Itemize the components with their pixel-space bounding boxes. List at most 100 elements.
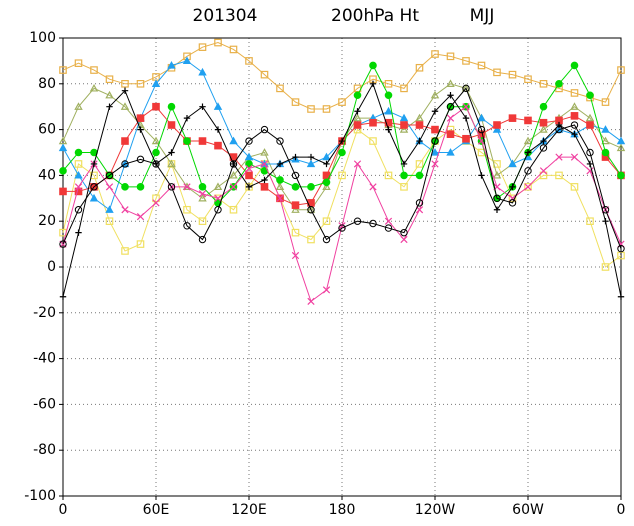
marker (508, 114, 517, 122)
marker (338, 148, 346, 157)
title-part: 200hPa Ht (331, 6, 419, 26)
marker (307, 297, 315, 305)
marker (199, 103, 206, 110)
marker (431, 50, 439, 58)
marker (291, 98, 300, 106)
marker (431, 160, 439, 168)
marker (431, 108, 439, 115)
marker (121, 137, 129, 145)
marker (353, 160, 362, 168)
marker (291, 171, 300, 180)
marker (354, 108, 361, 115)
marker (384, 79, 393, 88)
marker (601, 98, 610, 106)
marker (570, 183, 579, 191)
marker (462, 114, 470, 122)
marker (167, 183, 176, 191)
marker (539, 144, 548, 152)
marker (400, 160, 408, 168)
marker (229, 45, 238, 54)
marker (416, 137, 423, 145)
marker (214, 206, 222, 214)
marker (198, 67, 207, 76)
marker (369, 137, 377, 145)
marker (617, 244, 625, 253)
marker (385, 126, 392, 133)
marker (213, 182, 223, 191)
marker (338, 137, 346, 145)
marker (415, 160, 424, 168)
marker (276, 160, 284, 168)
marker (245, 137, 253, 145)
marker (74, 160, 83, 168)
marker (167, 159, 176, 168)
marker (322, 178, 331, 187)
marker (462, 134, 470, 143)
marker (183, 114, 191, 122)
marker (151, 136, 161, 145)
marker (555, 80, 563, 88)
marker (477, 61, 486, 70)
marker (214, 126, 222, 133)
marker (74, 170, 83, 179)
marker (292, 153, 299, 161)
marker (59, 293, 67, 300)
marker (167, 102, 176, 111)
marker (121, 87, 129, 94)
marker (477, 113, 486, 122)
marker (369, 183, 377, 191)
marker (616, 143, 626, 152)
marker (121, 247, 129, 255)
marker (244, 152, 254, 161)
y-tick-label: -40 (33, 351, 56, 367)
marker (493, 206, 501, 213)
marker (198, 183, 207, 191)
marker (121, 160, 129, 168)
marker (307, 105, 315, 113)
marker (461, 83, 471, 92)
marker (446, 130, 455, 138)
marker (617, 66, 625, 74)
marker (400, 183, 408, 191)
marker (430, 148, 440, 156)
marker (570, 61, 579, 70)
marker (260, 183, 269, 191)
marker (462, 84, 470, 93)
marker (555, 121, 563, 129)
marker (571, 130, 578, 138)
marker (245, 183, 253, 191)
x-tick-label: 180 (329, 502, 356, 518)
marker (384, 106, 393, 115)
marker (137, 126, 144, 133)
marker (446, 52, 455, 61)
marker (478, 172, 485, 179)
marker (492, 125, 502, 133)
marker (307, 206, 315, 214)
marker (105, 90, 114, 99)
marker (89, 193, 99, 202)
marker (152, 102, 160, 111)
y-tick-label: -80 (33, 442, 56, 458)
marker (493, 194, 501, 203)
title-part: MJJ (470, 6, 495, 26)
marker (151, 79, 161, 87)
marker (260, 125, 269, 134)
marker (322, 235, 331, 244)
marker (74, 183, 83, 191)
x-tick-label: 120E (231, 502, 267, 518)
marker (291, 201, 300, 209)
marker (198, 43, 207, 51)
marker (198, 235, 207, 244)
marker (539, 102, 548, 111)
marker (59, 66, 67, 74)
marker (245, 171, 253, 180)
marker (431, 137, 439, 145)
marker (74, 59, 83, 67)
marker (322, 152, 331, 161)
marker (74, 148, 83, 157)
marker (539, 171, 548, 180)
y-tick-label: 40 (38, 167, 56, 183)
marker (152, 160, 160, 168)
marker (136, 114, 145, 122)
marker (276, 194, 284, 202)
